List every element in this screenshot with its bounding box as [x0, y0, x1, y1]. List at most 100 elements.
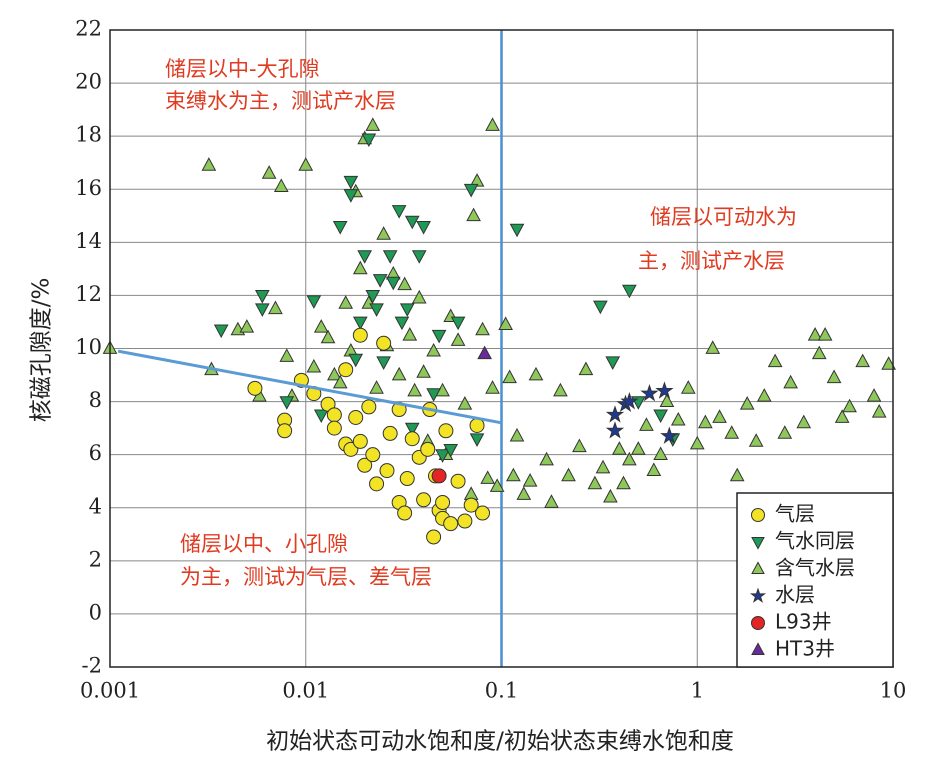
point [466, 207, 481, 222]
point [783, 374, 798, 389]
point [443, 516, 459, 532]
point [498, 316, 513, 330]
point [382, 425, 398, 441]
annotation: 储层以可动水为 [650, 205, 797, 229]
point [578, 361, 594, 376]
point [655, 381, 674, 399]
point [605, 421, 625, 439]
point [605, 356, 621, 370]
point [646, 462, 662, 476]
point [639, 417, 654, 431]
point [622, 451, 637, 466]
point [385, 276, 401, 291]
point [404, 431, 420, 447]
x-tick-label: 0.001 [80, 679, 140, 703]
y-tick-label: 8 [89, 388, 102, 412]
point [544, 494, 559, 508]
legend-label: 含气水层 [775, 556, 855, 580]
point [826, 369, 842, 384]
point [463, 183, 479, 198]
point [376, 226, 391, 240]
point [705, 340, 721, 354]
point [348, 353, 364, 368]
point [475, 505, 491, 521]
point [463, 486, 479, 500]
point [502, 369, 517, 384]
point [729, 467, 745, 482]
point [605, 405, 625, 423]
point [397, 505, 413, 521]
point [509, 427, 525, 442]
point [509, 223, 525, 238]
point [365, 117, 381, 131]
point [751, 508, 765, 522]
point [620, 391, 639, 410]
point [612, 441, 627, 455]
points [102, 117, 896, 545]
point [653, 446, 668, 461]
point [391, 366, 407, 381]
point [411, 250, 427, 264]
point [450, 473, 466, 489]
x-tick-label: 1 [691, 679, 704, 703]
point [332, 221, 348, 235]
point [306, 295, 322, 309]
point [369, 303, 384, 317]
y-tick-label: 0 [89, 600, 102, 624]
point [653, 409, 668, 424]
point [254, 290, 270, 304]
plot-frame [109, 29, 894, 668]
point [343, 175, 359, 190]
point [326, 420, 342, 436]
y-tick-label: 10 [75, 335, 102, 359]
point [357, 250, 373, 264]
point [361, 399, 377, 415]
y-tick-label: 12 [75, 282, 102, 306]
point [572, 438, 587, 453]
point [273, 178, 289, 192]
legend-box [736, 492, 894, 668]
point [306, 358, 322, 373]
point [382, 250, 398, 264]
point [756, 388, 772, 402]
point [450, 316, 466, 331]
point [553, 382, 568, 397]
point [402, 327, 418, 341]
point [298, 157, 314, 171]
point [313, 319, 329, 333]
point [431, 329, 447, 344]
annotation: 储层以中、小孔隙 [180, 532, 348, 556]
point [438, 423, 454, 439]
point [201, 157, 217, 171]
annotation: 储层以中-大孔隙 [165, 57, 320, 81]
point [712, 409, 727, 423]
point [343, 189, 359, 203]
point [397, 276, 412, 291]
point [391, 205, 407, 219]
point [426, 388, 441, 402]
point [213, 324, 229, 339]
point [416, 364, 431, 378]
point [268, 300, 283, 315]
point [866, 388, 882, 402]
point [881, 356, 896, 370]
point [485, 380, 500, 394]
point [369, 476, 385, 492]
point [751, 642, 765, 655]
point [357, 457, 373, 473]
point [748, 433, 764, 447]
point [670, 411, 686, 426]
point [528, 366, 544, 381]
point [522, 473, 538, 487]
point [469, 433, 485, 447]
point [320, 329, 336, 344]
point [751, 561, 765, 574]
point [376, 356, 391, 370]
point [660, 426, 679, 444]
point [539, 451, 554, 466]
point [450, 332, 466, 346]
point [327, 366, 342, 381]
point [399, 303, 415, 317]
point [361, 133, 377, 148]
